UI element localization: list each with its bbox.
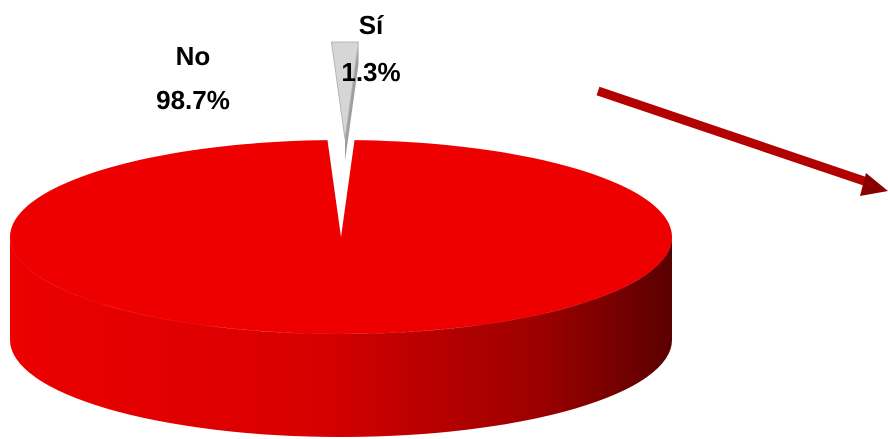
- annotation-arrow: [596, 86, 888, 196]
- slice-value-label-no: 98.7%: [156, 85, 230, 115]
- slice-category-label-si: Sí: [359, 10, 384, 40]
- slice-value-label-si: 1.3%: [341, 57, 400, 87]
- pie-slice-no-side: [10, 237, 672, 437]
- pie-slice-si: [330, 41, 360, 140]
- pie-slice-si-side: [345, 42, 359, 161]
- pie-slice-no: [10, 140, 672, 335]
- slice-category-label-no: No: [176, 41, 211, 71]
